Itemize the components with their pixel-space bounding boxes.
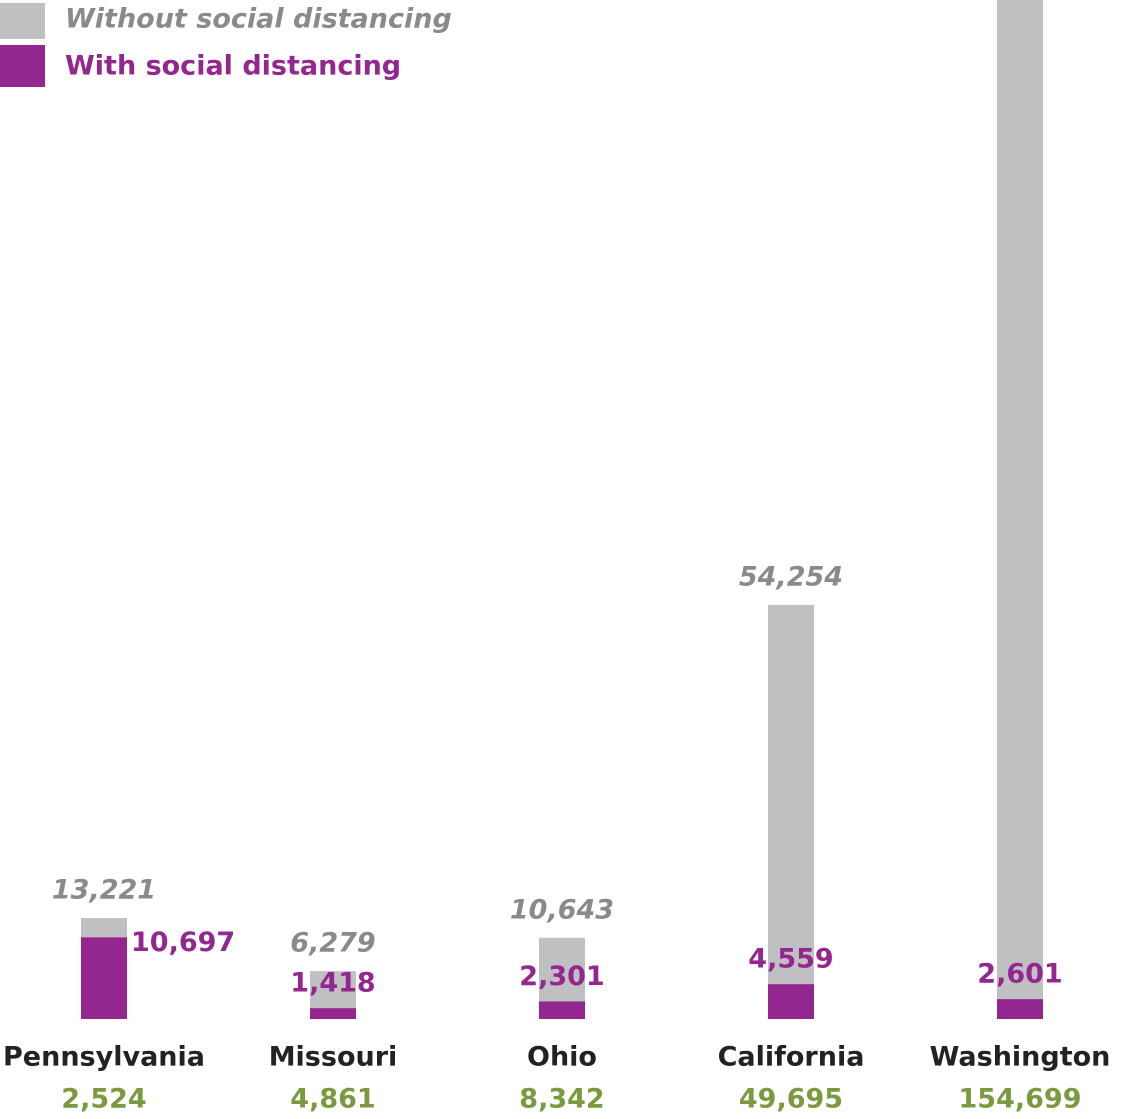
value-label: 10,643 xyxy=(510,894,614,925)
value-label: 54,254 xyxy=(739,561,843,592)
x-tick-label: Washington xyxy=(930,1042,1111,1073)
bar xyxy=(768,984,814,1019)
legend-label: Without social distancing xyxy=(65,4,452,35)
value-label: 10,697 xyxy=(131,927,235,958)
bar xyxy=(768,604,814,1019)
category-sublabel: 4,861 xyxy=(290,1084,375,1115)
bar xyxy=(310,1008,356,1019)
value-label: 13,221 xyxy=(52,875,156,906)
x-tick-label: California xyxy=(718,1042,865,1073)
x-tick-label: Missouri xyxy=(269,1042,398,1073)
category-sublabel: 8,342 xyxy=(519,1084,604,1115)
legend-label: With social distancing xyxy=(65,51,401,82)
x-tick-label: Pennsylvania xyxy=(3,1042,205,1073)
value-label: 1,418 xyxy=(290,968,375,999)
value-label: 2,601 xyxy=(977,959,1062,990)
legend-swatch xyxy=(0,3,45,39)
value-label: 2,301 xyxy=(519,961,604,992)
x-tick-label: Ohio xyxy=(527,1042,597,1073)
category-sublabel: 154,699 xyxy=(959,1084,1082,1115)
bar xyxy=(997,999,1043,1019)
category-sublabel: 2,524 xyxy=(61,1084,146,1115)
bar xyxy=(997,0,1043,1020)
value-label: 6,279 xyxy=(290,928,375,959)
bar xyxy=(539,1001,585,1019)
value-label: 4,559 xyxy=(748,944,833,975)
legend-swatch xyxy=(0,45,45,87)
category-sublabel: 49,695 xyxy=(739,1084,843,1115)
bar xyxy=(81,937,127,1019)
